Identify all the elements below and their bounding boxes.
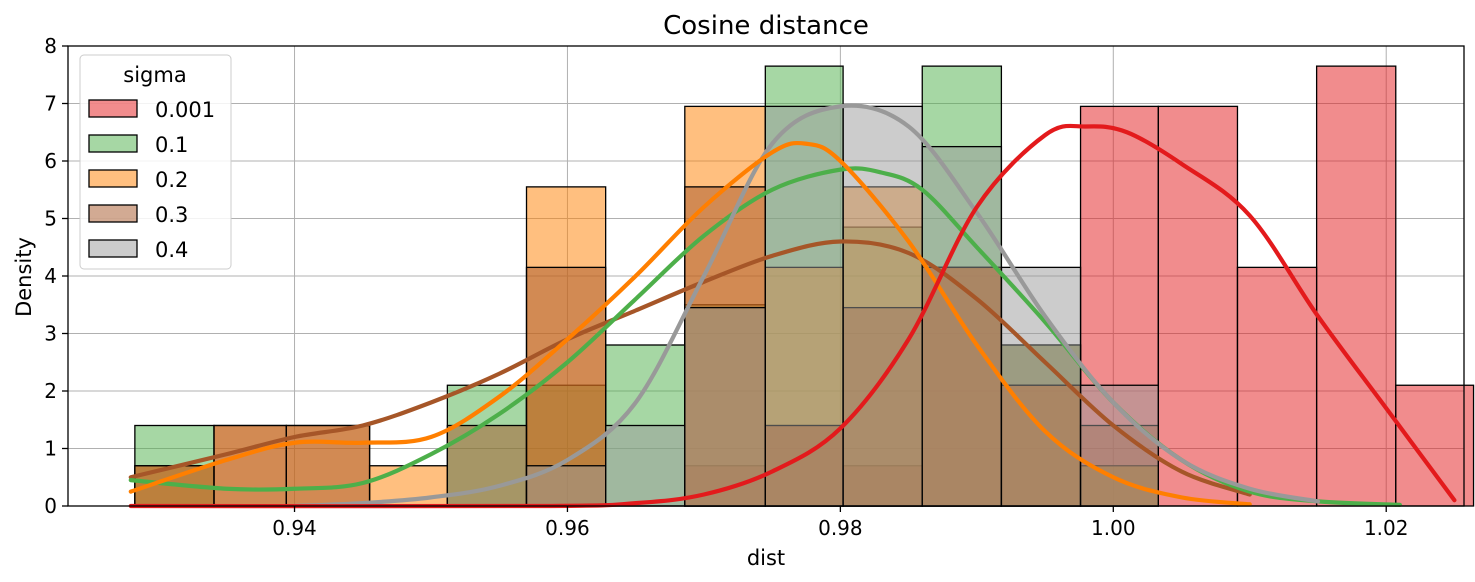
bar-sigma-0.001 — [1395, 384, 1475, 507]
x-tick-label: 0.96 — [545, 516, 590, 540]
bar-sigma-0.3 — [285, 424, 371, 507]
x-tick-label: 0.98 — [818, 516, 863, 540]
y-axis-label: Density — [12, 237, 36, 317]
legend-swatch-0.3 — [88, 204, 138, 223]
legend-label: 0.1 — [155, 133, 188, 157]
legend-label: 0.2 — [155, 168, 188, 192]
histogram-bars — [134, 65, 1475, 507]
legend-swatch-0.001 — [88, 99, 138, 118]
bar-sigma-0.4 — [605, 424, 686, 507]
legend-swatch-0.4 — [88, 239, 138, 258]
legend-label: 0.4 — [155, 238, 188, 262]
legend-swatch-0.2 — [88, 169, 138, 188]
x-axis-label: dist — [747, 546, 785, 570]
legend-frame — [79, 54, 232, 270]
y-tick-label: 3 — [44, 322, 57, 346]
bar-sigma-0.001 — [1236, 266, 1318, 507]
legend-swatch-0.1 — [88, 134, 138, 153]
y-tick-label: 8 — [44, 34, 57, 58]
legend-label: 0.3 — [155, 203, 188, 227]
kde-line-sigma-0.4 — [292, 103, 1321, 509]
y-tick-label: 0 — [44, 494, 57, 518]
kde-line-sigma-0.001 — [128, 123, 1457, 509]
x-tick-label: 1.00 — [1091, 516, 1136, 540]
legend-label: 0.001 — [155, 98, 215, 122]
bar-sigma-0.4 — [764, 105, 844, 507]
x-tick-label: 0.94 — [272, 516, 317, 540]
bar-sigma-0.001 — [1157, 105, 1239, 507]
chart-title: Cosine distance — [663, 11, 869, 41]
bar-sigma-0.3 — [213, 424, 287, 507]
kde-line-sigma-0.3 — [128, 239, 1252, 497]
x-tick-label: 1.02 — [1364, 516, 1409, 540]
bar-sigma-0.4 — [684, 306, 766, 507]
y-axis-ticks: 0 1 2 3 4 5 6 7 8 — [44, 34, 68, 518]
bar-sigma-0.001 — [1315, 65, 1397, 507]
y-tick-label: 5 — [44, 207, 57, 231]
y-tick-label: 4 — [44, 264, 57, 288]
y-tick-label: 1 — [44, 437, 57, 461]
legend: sigma 0.001 0.1 0.2 0.3 0.4 — [79, 54, 232, 270]
y-tick-label: 2 — [44, 379, 57, 403]
legend-title: sigma — [123, 63, 186, 87]
kde-line-sigma-0.2 — [128, 140, 1252, 507]
y-tick-label: 6 — [44, 149, 57, 173]
x-axis-ticks: 0.94 0.96 0.98 1.00 1.02 — [272, 506, 1408, 540]
kde-curves — [128, 103, 1457, 509]
y-tick-label: 7 — [44, 92, 57, 116]
